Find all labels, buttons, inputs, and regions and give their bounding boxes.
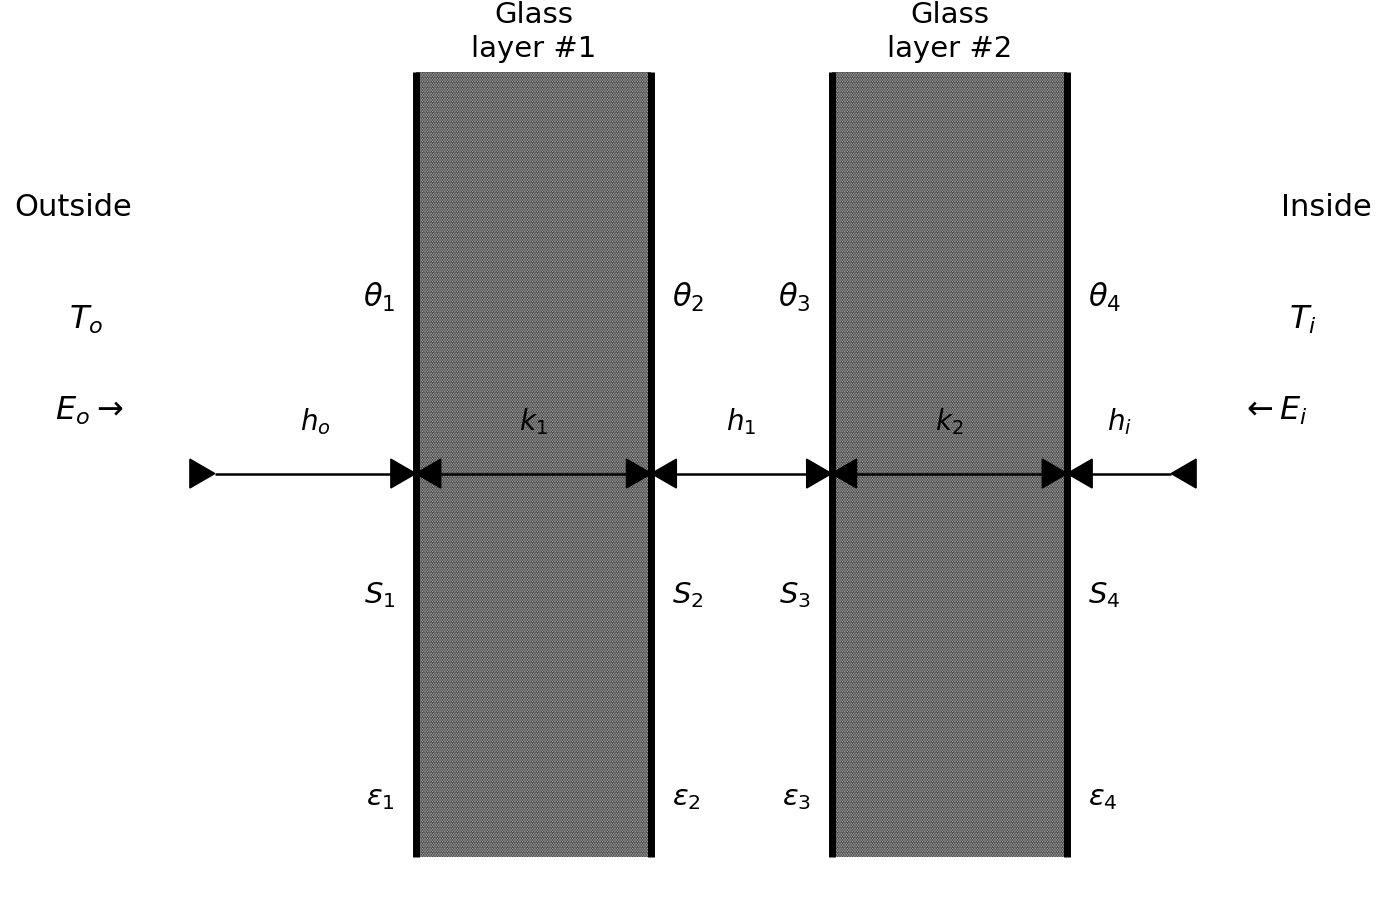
Polygon shape — [626, 459, 651, 488]
Polygon shape — [651, 459, 676, 488]
Text: $\boldsymbol{\theta_2}$: $\boldsymbol{\theta_2}$ — [672, 281, 704, 314]
Text: $\mathit{T_o}$: $\mathit{T_o}$ — [69, 304, 104, 336]
Text: $\boldsymbol{h_i}$: $\boldsymbol{h_i}$ — [1107, 407, 1131, 437]
Bar — [416, 72, 651, 857]
Text: $\boldsymbol{k_2}$: $\boldsymbol{k_2}$ — [936, 407, 963, 437]
Polygon shape — [190, 459, 215, 488]
Text: $\boldsymbol{\varepsilon_4}$: $\boldsymbol{\varepsilon_4}$ — [1088, 784, 1117, 813]
Polygon shape — [1067, 459, 1092, 488]
Text: $\boldsymbol{\theta_1}$: $\boldsymbol{\theta_1}$ — [363, 281, 395, 314]
Text: $\boldsymbol{h_o}$: $\boldsymbol{h_o}$ — [299, 407, 331, 437]
Text: $\boldsymbol{\theta_4}$: $\boldsymbol{\theta_4}$ — [1088, 281, 1121, 314]
Text: Inside: Inside — [1282, 193, 1372, 222]
Text: $\boldsymbol{\varepsilon_3}$: $\boldsymbol{\varepsilon_3}$ — [782, 784, 811, 813]
Text: Glass
layer #1: Glass layer #1 — [471, 1, 596, 63]
Text: $\boldsymbol{S_2}$: $\boldsymbol{S_2}$ — [672, 580, 704, 611]
Text: $\boldsymbol{k_1}$: $\boldsymbol{k_1}$ — [520, 407, 547, 437]
Polygon shape — [416, 459, 441, 488]
Text: $\boldsymbol{S_3}$: $\boldsymbol{S_3}$ — [779, 580, 811, 611]
Text: $\boldsymbol{\varepsilon_1}$: $\boldsymbol{\varepsilon_1}$ — [366, 784, 395, 813]
Text: $\leftarrow \mathit{E_i}$: $\leftarrow \mathit{E_i}$ — [1240, 394, 1308, 427]
Polygon shape — [1042, 459, 1067, 488]
Text: $\boldsymbol{h_1}$: $\boldsymbol{h_1}$ — [726, 407, 757, 437]
Text: $\boldsymbol{\varepsilon_2}$: $\boldsymbol{\varepsilon_2}$ — [672, 784, 701, 813]
Polygon shape — [832, 459, 857, 488]
Text: $\mathit{E_o}\rightarrow$: $\mathit{E_o}\rightarrow$ — [55, 394, 123, 427]
Text: $\boldsymbol{S_4}$: $\boldsymbol{S_4}$ — [1088, 580, 1120, 611]
Text: Glass
layer #2: Glass layer #2 — [887, 1, 1012, 63]
Polygon shape — [391, 459, 416, 488]
Text: $\boldsymbol{S_1}$: $\boldsymbol{S_1}$ — [363, 580, 395, 611]
Bar — [832, 72, 1067, 857]
Text: $\mathit{T_i}$: $\mathit{T_i}$ — [1289, 304, 1317, 336]
Polygon shape — [807, 459, 832, 488]
Text: Outside: Outside — [14, 193, 132, 222]
Polygon shape — [1171, 459, 1196, 488]
Text: $\boldsymbol{\theta_3}$: $\boldsymbol{\theta_3}$ — [779, 281, 811, 314]
